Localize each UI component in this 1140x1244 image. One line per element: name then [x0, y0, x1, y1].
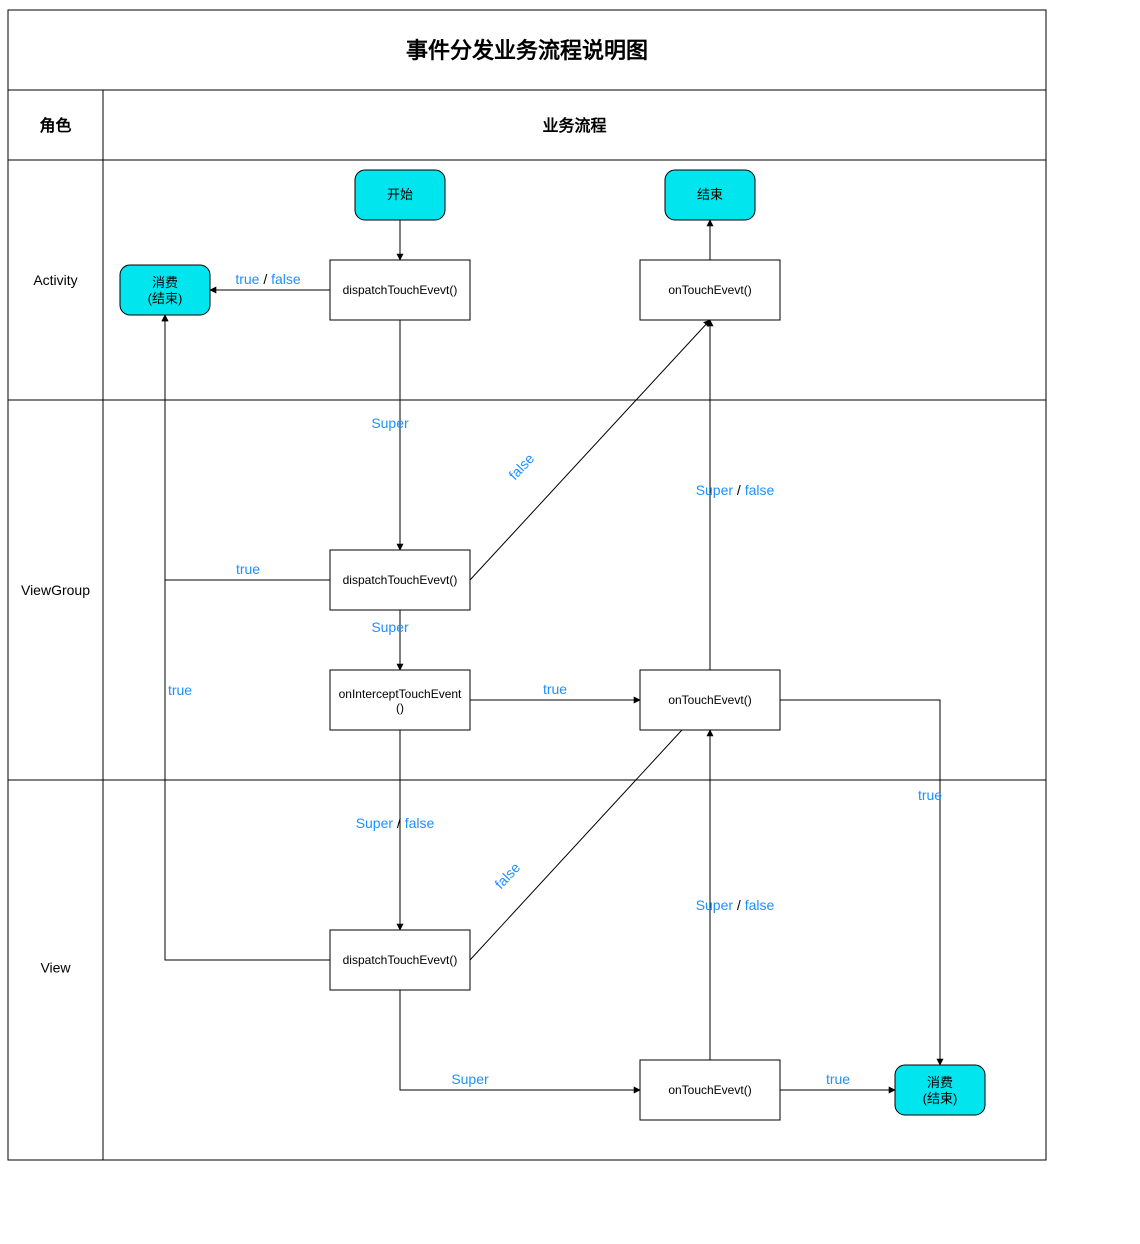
- node-label-a_touch: onTouchEvevt(): [668, 283, 751, 297]
- node-sublabel-consume1: (结束): [148, 291, 183, 306]
- node-a_touch: onTouchEvevt(): [640, 260, 780, 320]
- edge-label-e16: true: [918, 787, 942, 803]
- edge-label-e15: true: [826, 1071, 850, 1087]
- header-process: 业务流程: [542, 116, 606, 135]
- node-label-start: 开始: [387, 187, 413, 202]
- node-label-consume2: 消费: [927, 1075, 953, 1090]
- node-label-a_disp: dispatchTouchEvevt(): [343, 283, 458, 297]
- node-label-vg_int-l1: onInterceptTouchEvent: [339, 687, 462, 701]
- edge-label-e11: true: [168, 682, 192, 698]
- lane-label-view: View: [40, 960, 71, 976]
- node-label-consume1: 消费: [152, 275, 178, 290]
- node-consume2: 消费(结束): [895, 1065, 985, 1115]
- edge-e16: [780, 700, 940, 1065]
- edge-label-e4: Super: [371, 415, 409, 431]
- node-a_disp: dispatchTouchEvevt(): [330, 260, 470, 320]
- edge-e6: [470, 320, 710, 580]
- node-label-v_disp: dispatchTouchEvevt(): [343, 953, 458, 967]
- node-sublabel-consume2: (结束): [923, 1091, 958, 1106]
- header-role: 角色: [39, 116, 71, 135]
- node-label-v_touch: onTouchEvevt(): [668, 1083, 751, 1097]
- edge-label-e9: Super / false: [696, 482, 775, 498]
- edge-label-e10: Super / false: [356, 815, 435, 831]
- diagram-title: 事件分发业务流程说明图: [406, 38, 648, 63]
- node-vg_int: onInterceptTouchEvent(): [330, 670, 470, 730]
- edge-e5: [165, 315, 330, 580]
- edge-label-e3: true / false: [235, 271, 301, 287]
- lane-label-viewgroup: ViewGroup: [21, 582, 90, 598]
- edge-label-e5: true: [236, 561, 260, 577]
- lane-label-activity: Activity: [33, 272, 77, 288]
- edge-e12: [470, 718, 693, 960]
- outer-frame: [8, 10, 1046, 1160]
- node-end: 结束: [665, 170, 755, 220]
- node-label-vg_disp: dispatchTouchEvevt(): [343, 573, 458, 587]
- node-v_touch: onTouchEvevt(): [640, 1060, 780, 1120]
- node-v_disp: dispatchTouchEvevt(): [330, 930, 470, 990]
- edge-label-e8: true: [543, 681, 567, 697]
- node-start: 开始: [355, 170, 445, 220]
- node-label-vg_touch: onTouchEvevt(): [668, 693, 751, 707]
- node-vg_disp: dispatchTouchEvevt(): [330, 550, 470, 610]
- node-consume1: 消费(结束): [120, 265, 210, 315]
- edge-e13: [400, 990, 640, 1090]
- node-label-vg_int-l2: (): [396, 701, 404, 715]
- edge-e11: [165, 315, 330, 960]
- edge-label-e6: false: [505, 450, 537, 483]
- edge-label-e13: Super: [451, 1071, 489, 1087]
- edge-label-e12: false: [491, 859, 523, 892]
- node-label-end: 结束: [697, 187, 723, 202]
- flowchart-diagram: 事件分发业务流程说明图角色 业务流程 Activity ViewGroup View tr…: [0, 0, 1140, 1244]
- node-vg_touch: onTouchEvevt(): [640, 670, 780, 730]
- edge-label-e7: Super: [371, 619, 409, 635]
- edge-label-e14: Super / false: [696, 897, 775, 913]
